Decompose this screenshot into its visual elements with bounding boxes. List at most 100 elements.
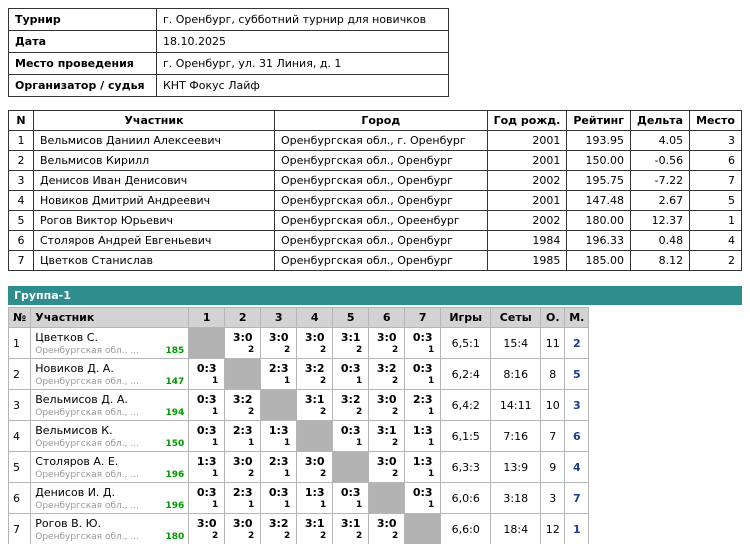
game-score: 3:1 — [304, 517, 325, 530]
participant-name: Вельмисов Даниил Алексеевич — [32, 130, 276, 151]
group-player-rating: 185 — [165, 345, 185, 356]
game-result-cell: 1:3 1 — [296, 482, 334, 514]
group-player-region: Оренбургская обл., ... — [35, 345, 139, 356]
group-player-cell: Вельмисов К. Оренбургская обл., ... 150 — [30, 420, 190, 452]
game-score: 3:0 — [376, 455, 397, 468]
participant-delta: 4.05 — [630, 130, 691, 151]
group-games-total: 6,1:5 — [440, 420, 492, 452]
game-score: 2:3 — [232, 424, 253, 437]
group-row-number: 5 — [7, 451, 32, 483]
game-points: 2 — [391, 376, 399, 386]
game-score: 0:3 — [196, 486, 217, 499]
game-result-cell: 3:0 2 — [224, 451, 262, 483]
group-player-subline: Оренбургская обл., ... 150 — [35, 439, 184, 449]
participant-rating: 193.95 — [566, 130, 632, 151]
participant-rating: 147.48 — [566, 190, 632, 211]
participant-city: Оренбургская обл., Оренбург — [274, 190, 488, 211]
game-result-cell: 3:0 2 — [224, 513, 262, 544]
game-points: 2 — [247, 531, 255, 541]
group-header-cell: 6 — [368, 307, 406, 328]
group-games-total: 6,6:0 — [440, 513, 492, 544]
group-player-subline: Оренбургская обл., ... 194 — [35, 408, 184, 418]
group-player-subline: Оренбургская обл., ... 180 — [35, 532, 184, 542]
participants-table: N Участник Город Год рожд. Рейтинг Дельта Мест… — [8, 110, 742, 271]
game-result-cell: 3:0 2 — [368, 513, 406, 544]
game-points: 1 — [355, 376, 363, 386]
game-result-cell: 3:2 2 — [332, 389, 370, 421]
game-points: 1 — [211, 500, 219, 510]
game-points: 1 — [427, 376, 435, 386]
group-header-cell: 5 — [332, 307, 370, 328]
group-place: 2 — [564, 327, 590, 359]
game-result-cell: 3:1 2 — [332, 327, 370, 359]
participant-place: 4 — [689, 230, 742, 251]
group-results-table: № Участник 1 2 3 4 5 6 7 Игры Сеты О. М. 1 Цветков С… — [7, 307, 590, 544]
participant-birth-year: 2001 — [486, 190, 568, 211]
participant-rating: 150.00 — [566, 150, 632, 171]
game-score: 2:3 — [412, 393, 433, 406]
participants-header-cell: Место — [689, 110, 742, 131]
participant-city: Оренбургская обл., Ореенбург — [274, 210, 488, 231]
game-result-cell: 1:3 1 — [404, 451, 442, 483]
game-score: 3:0 — [268, 331, 289, 344]
participant-place: 1 — [689, 210, 742, 231]
group-header-cell: 4 — [296, 307, 334, 328]
info-row-label: Турнир — [8, 8, 157, 31]
game-score: 3:2 — [232, 393, 253, 406]
group-points-total: 3 — [540, 482, 566, 514]
game-score: 1:3 — [412, 424, 433, 437]
game-points: 1 — [427, 407, 435, 417]
group-points-total: 11 — [540, 327, 566, 359]
group-header-cell: О. — [540, 307, 566, 328]
game-score: 0:3 — [196, 393, 217, 406]
participant-name: Столяров Андрей Евгеньевич — [32, 230, 276, 251]
group-player-cell: Цветков С. Оренбургская обл., ... 185 — [30, 327, 190, 359]
info-row: Турнир г. Оренбург, субботний турнир для… — [8, 8, 449, 31]
group-sets-total: 8:16 — [490, 358, 542, 390]
game-points: 1 — [211, 376, 219, 386]
participant-rating: 195.75 — [566, 170, 632, 191]
game-result-cell: 0:3 1 — [404, 327, 442, 359]
game-score: 3:0 — [304, 331, 325, 344]
group-player-name: Новиков Д. А. — [35, 361, 114, 375]
group-player-region: Оренбургская обл., ... — [35, 376, 139, 387]
group-header-cell: 3 — [260, 307, 298, 328]
game-result-cell: 2:3 1 — [260, 358, 298, 390]
game-score: 3:1 — [376, 424, 397, 437]
group-row: 7 Рогов В. Ю. Оренбургская обл., ... 180… — [7, 513, 590, 544]
info-row-value: г. Оренбург, субботний турнир для новичк… — [156, 8, 449, 31]
group-player-name: Вельмисов Д. А. — [35, 392, 128, 406]
participants-header-cell: N — [8, 110, 34, 131]
game-points: 1 — [427, 345, 435, 355]
group-player-name: Вельмисов К. — [35, 423, 113, 437]
group-row: 5 Столяров А. Е. Оренбургская обл., ... … — [7, 451, 590, 483]
info-row-label: Дата — [8, 30, 157, 53]
group-row-number: 3 — [7, 389, 32, 421]
game-score: 3:0 — [304, 455, 325, 468]
group-row: 2 Новиков Д. А. Оренбургская обл., ... 1… — [7, 358, 590, 390]
group-player-rating: 196 — [165, 469, 185, 480]
participants-header-cell: Участник — [32, 110, 276, 131]
participant-rating: 196.33 — [566, 230, 632, 251]
game-score: 1:3 — [304, 486, 325, 499]
participant-birth-year: 1984 — [486, 230, 568, 251]
participant-number: 5 — [8, 210, 34, 231]
participant-number: 4 — [8, 190, 34, 211]
game-result-cell: 1:3 1 — [404, 420, 442, 452]
group-header-cell: 7 — [404, 307, 442, 328]
game-result-cell: 3:1 2 — [296, 513, 334, 544]
game-result-cell: 3:0 2 — [260, 327, 298, 359]
game-points: 2 — [355, 531, 363, 541]
group-row-number: 4 — [7, 420, 32, 452]
info-row-value: 18.10.2025 — [156, 30, 449, 53]
game-result-cell: 0:3 1 — [404, 482, 442, 514]
game-score: 3:0 — [376, 393, 397, 406]
game-points: 1 — [283, 438, 291, 448]
game-result-cell: 3:1 2 — [368, 420, 406, 452]
participants-body: 1 Вельмисов Даниил Алексеевич Оренбургск… — [8, 130, 742, 271]
game-points: 1 — [355, 500, 363, 510]
participant-delta: 8.12 — [630, 250, 691, 271]
participant-delta: 12.37 — [630, 210, 691, 231]
game-points: 2 — [247, 407, 255, 417]
game-result-cell: 3:0 2 — [368, 451, 406, 483]
